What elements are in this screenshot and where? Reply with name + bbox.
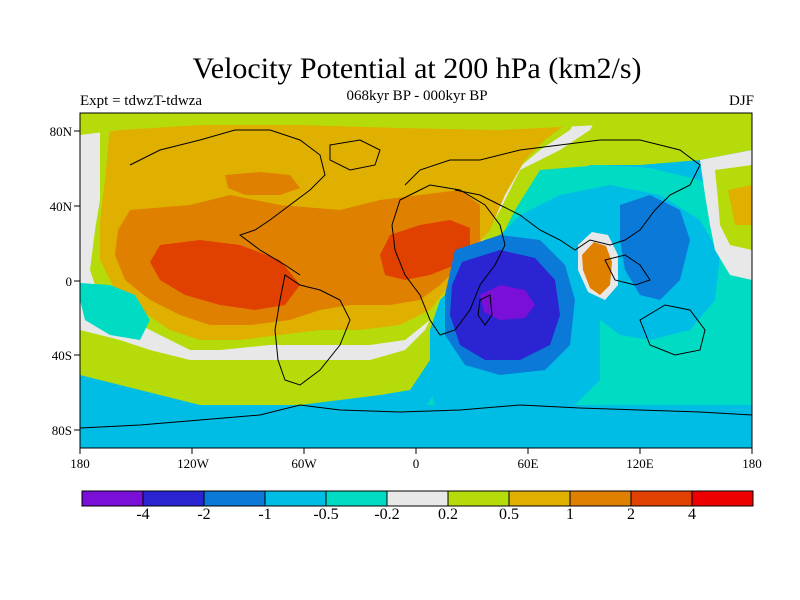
contour-east-1 — [728, 185, 752, 225]
colorbar-swatch — [508, 490, 571, 507]
velocity-potential-field — [80, 113, 752, 448]
contour-pos-asia — [582, 242, 612, 295]
colorbar-tick-label: -0.5 — [313, 506, 339, 523]
africa-coast — [391, 184, 506, 336]
colorbar-tick-label: 0.2 — [438, 506, 458, 523]
colorbar-swatch — [447, 490, 510, 507]
map-subtitle: 068kyr BP - 000kyr BP — [346, 88, 488, 104]
lon-tick-60e: 60E — [517, 456, 539, 471]
lon-tick-120w: 120W — [177, 456, 209, 471]
maritime-continent-coast — [604, 254, 651, 286]
colorbar-swatch — [691, 490, 754, 507]
lat-tick-40n: 40N — [49, 199, 72, 214]
colorbar-tick-label: 1 — [566, 506, 574, 523]
north-america-coast — [129, 129, 326, 276]
contour-arctic — [80, 113, 752, 135]
antarctica-coast — [80, 404, 752, 429]
colorbar-swatch — [81, 490, 144, 507]
colorbar-swatch — [264, 490, 327, 507]
lon-tick-60w: 60W — [291, 456, 317, 471]
map-title: Velocity Potential at 200 hPa (km2/s) — [192, 52, 642, 85]
coastlines — [80, 129, 752, 429]
lon-ticks — [79, 448, 753, 454]
colorbar — [81, 490, 754, 507]
colorbar-tick-label: 0.5 — [499, 506, 519, 523]
lon-tick-180w: 180 — [70, 456, 90, 471]
madagascar-coast — [477, 294, 493, 326]
experiment-label: Expt = tdwzT-tdwza — [80, 93, 203, 109]
lat-tick-40s: 40S — [51, 348, 72, 363]
colorbar-tick-label: 2 — [627, 506, 635, 523]
lat-ticks — [74, 130, 80, 431]
contour-4-atlantic — [380, 220, 470, 280]
colorbar-tick-label: -1 — [258, 506, 272, 523]
colorbar-tick-label: 4 — [688, 506, 696, 523]
colorbar-swatch — [325, 490, 388, 507]
colorbar-swatch — [630, 490, 693, 507]
colorbar-swatch — [203, 490, 266, 507]
australia-coast — [639, 304, 706, 356]
colorbar-tick-label: -4 — [136, 506, 150, 523]
colorbar-tick-label: -2 — [197, 506, 211, 523]
lat-tick-0: 0 — [65, 274, 73, 289]
contour-neg-west — [80, 283, 150, 340]
colorbar-swatch — [569, 490, 632, 507]
lat-tick-80s: 80S — [51, 423, 72, 438]
colorbar-tick-label: -0.2 — [374, 506, 400, 523]
lon-tick-0: 0 — [412, 456, 420, 471]
contour-neg-4 — [480, 285, 535, 320]
lon-tick-120e: 120E — [626, 456, 654, 471]
contour-neg-1-east — [620, 195, 690, 300]
eurasia-coast — [404, 139, 701, 251]
south-america-coast — [274, 274, 351, 386]
colorbar-swatch — [386, 490, 449, 507]
contour-2-north — [225, 172, 300, 195]
contour-4-west — [150, 240, 300, 310]
lon-tick-180e: 180 — [742, 456, 762, 471]
colorbar-swatch — [142, 490, 205, 507]
season-label: DJF — [728, 93, 754, 109]
lat-tick-80n: 80N — [49, 124, 72, 139]
greenland-coast — [329, 139, 381, 171]
